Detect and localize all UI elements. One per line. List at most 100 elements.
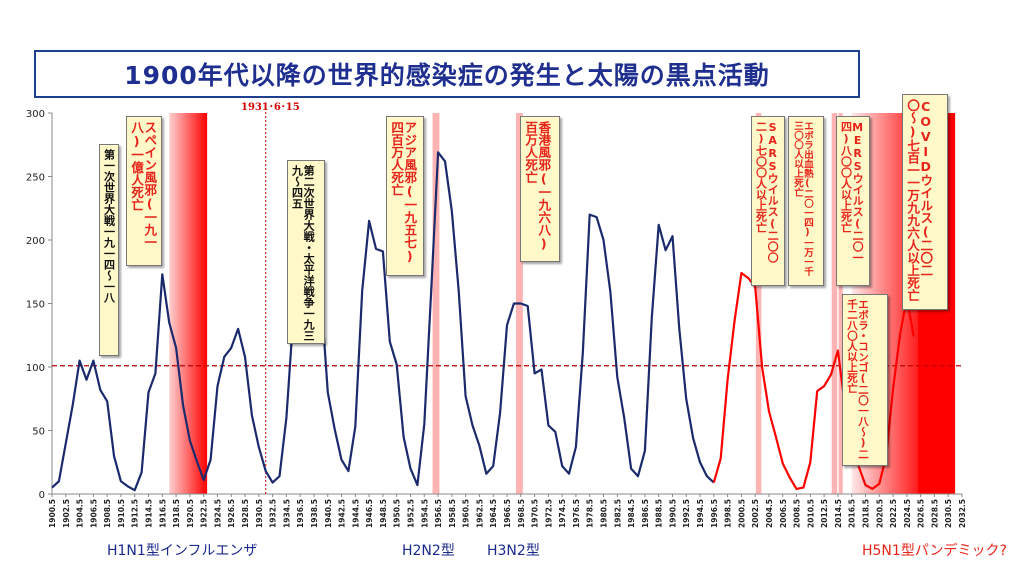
x-tick-label: 2002.5 (751, 499, 760, 528)
series-layer (51, 108, 962, 494)
x-tick-label: 1962.5 (475, 499, 484, 528)
x-tick-label: 2030.5 (944, 499, 953, 528)
x-tick-label: 1902.5 (62, 499, 71, 528)
y-tick-label: 50 (32, 427, 45, 438)
y-tick-label: 300 (26, 109, 45, 120)
x-tick-label: 1926.5 (227, 499, 236, 528)
x-tick-label: 2016.5 (848, 499, 857, 528)
x-tick-label: 1944.5 (351, 499, 360, 528)
x-tick-label: 1942.5 (338, 499, 347, 528)
note-ebola-congo: エボラ・コンゴ(二〇一八〜)二千二八〇人以上死亡 (842, 294, 888, 466)
x-tick-label: 1958.5 (448, 499, 457, 528)
x-tick-label: 1930.5 (255, 499, 264, 528)
x-tick-label: 1908.5 (103, 499, 112, 528)
date-marker-label: 1931･6･15 (241, 102, 300, 113)
x-tick-label: 1956.5 (434, 499, 443, 528)
x-tick-label: 1998.5 (724, 499, 733, 528)
x-tick-label: 1906.5 (89, 499, 98, 528)
x-tick-label: 1900.5 (48, 499, 57, 528)
x-tick-label: 1968.5 (517, 499, 526, 528)
x-tick-label: 2012.5 (820, 499, 829, 528)
x-tick-label: 1994.5 (696, 499, 705, 528)
x-tick-label: 1946.5 (365, 499, 374, 528)
x-tick-label: 1910.5 (117, 499, 126, 528)
x-tick-label: 1928.5 (241, 499, 250, 528)
x-tick-label: 1970.5 (531, 499, 540, 528)
note-covid: COVIDウイルス(二〇二〇〜)七百一一万九九六人以上死亡 (902, 94, 948, 310)
y-tick-label: 100 (26, 363, 45, 374)
x-tick-label: 2020.5 (875, 499, 884, 528)
sunspot-series-recent (712, 271, 915, 490)
x-tick-label: 1978.5 (586, 499, 595, 528)
pandemic-band (838, 113, 843, 494)
label-h1n1: H1N1型インフルエンザ (107, 543, 258, 559)
x-tick-label: 1918.5 (172, 499, 181, 528)
x-tick-label: 1990.5 (668, 499, 677, 528)
note-mers: MERSウイルス(二〇一四)八〇〇人以上死亡 (836, 116, 870, 286)
x-tick-label: 1948.5 (379, 499, 388, 528)
note-ww2: 第二次世界大戦・太平洋戦争一九三九〜四五 (287, 160, 325, 344)
x-tick-label: 2014.5 (834, 499, 843, 528)
note-ww1: 第一次世界大戦一九一四〜一八 (99, 144, 119, 356)
pandemic-band (432, 113, 440, 494)
x-tick-label: 1988.5 (655, 499, 664, 528)
note-spanish-flu: スペイン風邪(一九一八)一億人死亡 (126, 116, 162, 266)
pandemic-band (831, 113, 838, 494)
x-tick-label: 1952.5 (406, 499, 415, 528)
x-tick-label: 1912.5 (131, 499, 140, 528)
x-tick-label: 1960.5 (462, 499, 471, 528)
x-tick-label: 2026.5 (917, 499, 926, 528)
x-tick-label: 1972.5 (544, 499, 553, 528)
x-tick-label: 2008.5 (793, 499, 802, 528)
x-tick-label: 1924.5 (213, 499, 222, 528)
x-tick-label: 2022.5 (889, 499, 898, 528)
x-tick-label: 1916.5 (158, 499, 167, 528)
x-tick-label: 1950.5 (393, 499, 402, 528)
x-tick-label: 1954.5 (420, 499, 429, 528)
y-tick-label: 150 (26, 300, 45, 311)
x-tick-label: 2032.5 (958, 499, 967, 528)
label-h5n1: H5N1型パンデミック? (862, 543, 1007, 559)
x-tick-label: 1934.5 (282, 499, 291, 528)
axes: 0 50 100 150 200 250 300 1900.5 1902.5 1904.5 1906… (26, 109, 967, 528)
x-tick-label: 1986.5 (641, 499, 650, 528)
x-tick-label: 1932.5 (269, 499, 278, 528)
pandemic-band (755, 113, 762, 494)
x-tick-label: 1920.5 (186, 499, 195, 528)
y-tick-label: 250 (26, 173, 45, 184)
x-tick-label: 1964.5 (489, 499, 498, 528)
note-asian-flu: アジア風邪(一九五七)四百万人死亡 (386, 116, 424, 276)
x-tick-label: 2004.5 (765, 499, 774, 528)
x-tick-label: 1914.5 (145, 499, 154, 528)
x-tick-label: 2000.5 (737, 499, 746, 528)
note-ebola-2014: エボラ出血熱(二〇一四)一万一千三〇〇人以上死亡 (788, 116, 824, 286)
sunspot-series-observed (51, 151, 715, 492)
note-hongkong-flu: 香港風邪(一九六八)百万人死亡 (520, 116, 560, 262)
x-tick-label: 2028.5 (930, 499, 939, 528)
label-h2n2: H2N2型 (402, 543, 455, 559)
x-tick-label: 1904.5 (76, 499, 85, 528)
x-tick-label: 2018.5 (861, 499, 870, 528)
title-box: 1900年代以降の世界的感染症の発生と太陽の黒点活動 (34, 50, 860, 98)
x-tick-label: 1922.5 (200, 499, 209, 528)
chart-title: 1900年代以降の世界的感染症の発生と太陽の黒点活動 (124, 61, 770, 90)
x-tick-label: 1996.5 (710, 499, 719, 528)
x-tick-label: 1938.5 (310, 499, 319, 528)
label-h3n2: H3N2型 (487, 543, 540, 559)
x-tick-label: 2006.5 (779, 499, 788, 528)
x-tick-label: 1982.5 (613, 499, 622, 528)
x-tick-label: 1974.5 (558, 499, 567, 528)
y-tick-label: 0 (39, 490, 45, 501)
x-tick-label: 2024.5 (903, 499, 912, 528)
x-tick-label: 2010.5 (806, 499, 815, 528)
x-tick-label: 1984.5 (627, 499, 636, 528)
x-tick-label: 1940.5 (324, 499, 333, 528)
note-sars: SARSウイルス(二〇〇二)七〇〇人以上死亡 (751, 116, 785, 286)
x-tick-label: 1980.5 (600, 499, 609, 528)
x-tick-label: 1936.5 (296, 499, 305, 528)
x-tick-label: 1966.5 (503, 499, 512, 528)
x-tick-label: 1976.5 (572, 499, 581, 528)
y-tick-label: 200 (26, 236, 45, 247)
x-tick-label: 1992.5 (682, 499, 691, 528)
